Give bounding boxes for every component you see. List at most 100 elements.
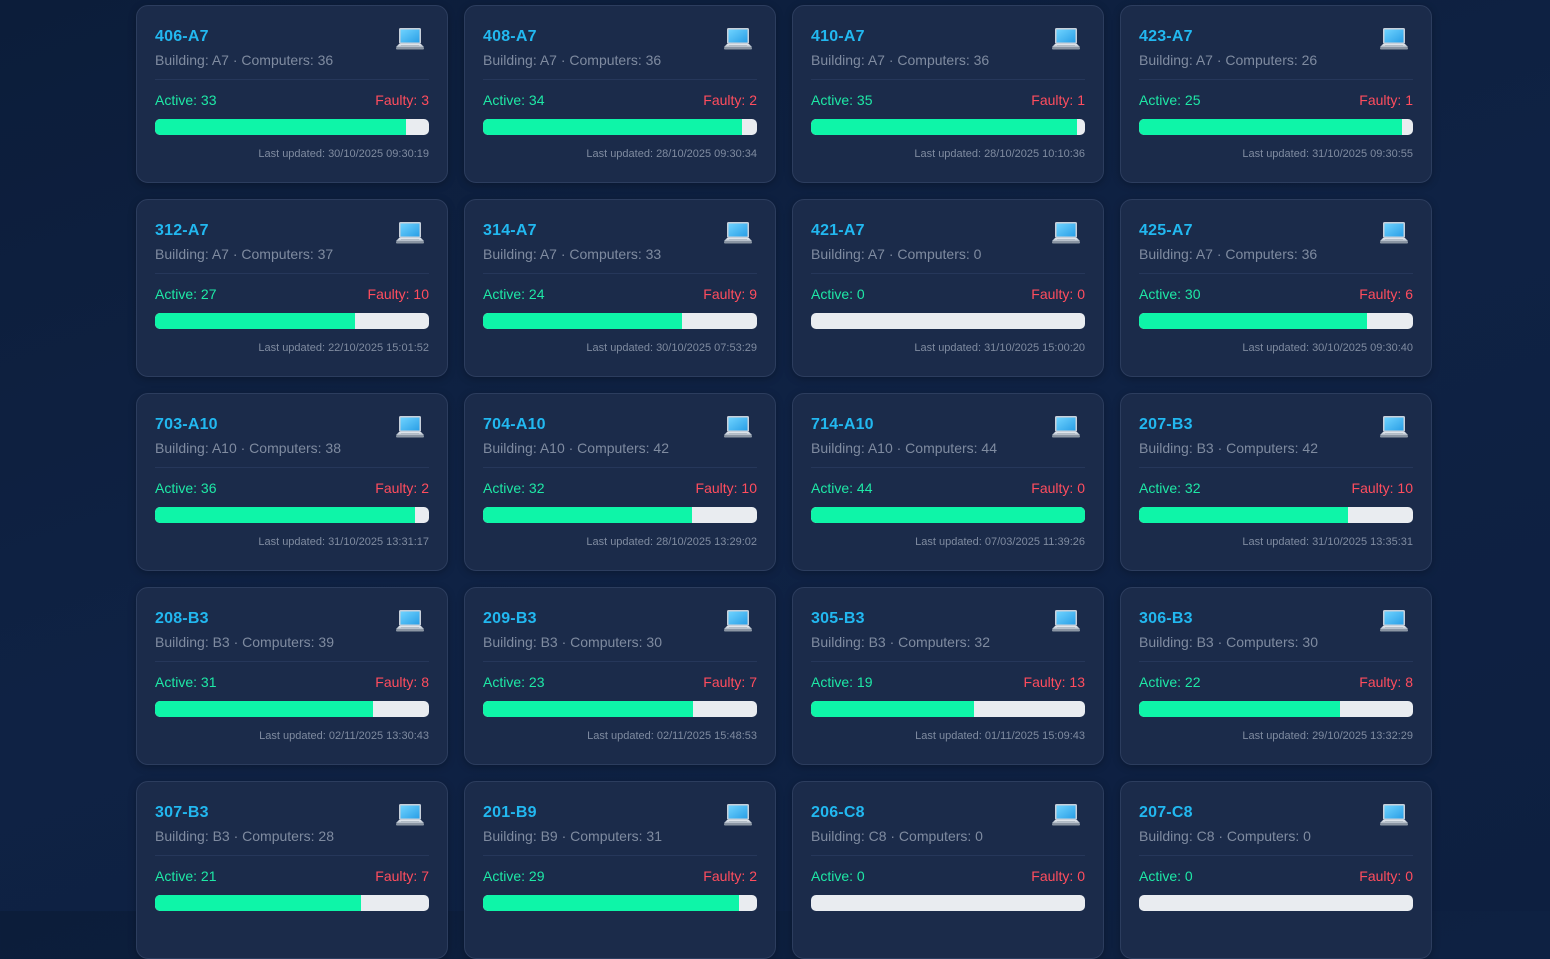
active-progress-fill <box>155 313 355 329</box>
active-progress-bar <box>1139 507 1413 523</box>
room-card-207-c8[interactable]: 207-C8 Building: C8 · Computers: 0 <box>1120 781 1432 959</box>
card-divider <box>155 273 429 274</box>
room-meta: Building: A7 · Computers: 0 <box>811 246 982 262</box>
laptop-icon <box>723 27 753 53</box>
room-card-201-b9[interactable]: 201-B9 Building: B9 · Computers: 31 <box>464 781 776 959</box>
active-progress-bar <box>155 313 429 329</box>
room-card-423-a7[interactable]: 423-A7 Building: A7 · Computers: 26 <box>1120 5 1432 183</box>
room-card-703-a10[interactable]: 703-A10 Building: A10 · Computers: 38 <box>136 393 448 571</box>
faulty-count: Faulty: 2 <box>703 868 757 884</box>
faulty-count: Faulty: 2 <box>703 92 757 108</box>
card-divider <box>483 661 757 662</box>
last-updated: Last updated: 22/10/2025 15:01:52 <box>258 342 429 354</box>
active-progress-fill <box>483 701 694 717</box>
card-divider <box>483 79 757 80</box>
last-updated: Last updated: 07/03/2025 11:39:26 <box>915 536 1085 548</box>
active-count: Active: 36 <box>155 480 217 496</box>
last-updated: Last updated: 31/10/2025 13:35:31 <box>1242 536 1413 548</box>
room-meta: Building: B3 · Computers: 28 <box>155 828 334 844</box>
active-progress-bar <box>811 313 1085 329</box>
active-progress-fill <box>155 701 373 717</box>
room-card-306-b3[interactable]: 306-B3 Building: B3 · Computers: 30 <box>1120 587 1432 765</box>
faulty-count: Faulty: 7 <box>703 674 757 690</box>
card-divider <box>483 273 757 274</box>
room-card-421-a7[interactable]: 421-A7 Building: A7 · Computers: 0 <box>792 199 1104 377</box>
room-meta: Building: A10 · Computers: 38 <box>155 440 341 456</box>
active-count: Active: 0 <box>1139 868 1193 884</box>
laptop-icon <box>723 415 753 441</box>
laptop-icon <box>723 609 753 635</box>
room-meta: Building: A7 · Computers: 36 <box>1139 246 1318 262</box>
active-progress-bar <box>811 701 1085 717</box>
room-name: 307-B3 <box>155 804 209 821</box>
card-divider <box>811 661 1085 662</box>
faulty-count: Faulty: 9 <box>703 286 757 302</box>
laptop-icon <box>395 27 425 53</box>
room-card-209-b3[interactable]: 209-B3 Building: B3 · Computers: 30 <box>464 587 776 765</box>
faulty-count: Faulty: 1 <box>1031 92 1085 108</box>
card-divider <box>1139 79 1413 80</box>
active-progress-bar <box>483 507 757 523</box>
active-progress-fill <box>1139 507 1348 523</box>
room-card-206-c8[interactable]: 206-C8 Building: C8 · Computers: 0 <box>792 781 1104 959</box>
room-meta: Building: A7 · Computers: 36 <box>155 52 334 68</box>
card-divider <box>1139 467 1413 468</box>
room-name: 208-B3 <box>155 610 209 627</box>
card-divider <box>811 79 1085 80</box>
active-progress-bar <box>1139 313 1413 329</box>
card-divider <box>811 855 1085 856</box>
room-card-307-b3[interactable]: 307-B3 Building: B3 · Computers: 28 <box>136 781 448 959</box>
active-count: Active: 24 <box>483 286 545 302</box>
room-meta: Building: B9 · Computers: 31 <box>483 828 662 844</box>
room-name: 410-A7 <box>811 28 865 45</box>
room-meta: Building: B3 · Computers: 30 <box>483 634 662 650</box>
room-card-208-b3[interactable]: 208-B3 Building: B3 · Computers: 39 <box>136 587 448 765</box>
room-card-704-a10[interactable]: 704-A10 Building: A10 · Computers: 42 <box>464 393 776 571</box>
faulty-count: Faulty: 10 <box>695 480 757 496</box>
room-meta: Building: A7 · Computers: 36 <box>483 52 662 68</box>
room-card-408-a7[interactable]: 408-A7 Building: A7 · Computers: 36 <box>464 5 776 183</box>
room-card-207-b3[interactable]: 207-B3 Building: B3 · Computers: 42 <box>1120 393 1432 571</box>
room-name: 306-B3 <box>1139 610 1193 627</box>
room-name: 207-B3 <box>1139 416 1193 433</box>
card-divider <box>483 855 757 856</box>
room-card-305-b3[interactable]: 305-B3 Building: B3 · Computers: 32 <box>792 587 1104 765</box>
room-card-425-a7[interactable]: 425-A7 Building: A7 · Computers: 36 <box>1120 199 1432 377</box>
active-progress-fill <box>483 895 740 911</box>
card-divider <box>1139 855 1413 856</box>
laptop-icon <box>1051 609 1081 635</box>
room-meta: Building: C8 · Computers: 0 <box>811 828 983 844</box>
room-name: 703-A10 <box>155 416 218 433</box>
active-progress-bar <box>811 895 1085 911</box>
active-progress-bar <box>483 701 757 717</box>
active-count: Active: 29 <box>483 868 545 884</box>
room-card-312-a7[interactable]: 312-A7 Building: A7 · Computers: 37 <box>136 199 448 377</box>
room-card-406-a7[interactable]: 406-A7 Building: A7 · Computers: 36 <box>136 5 448 183</box>
faulty-count: Faulty: 1 <box>1359 92 1413 108</box>
last-updated: Last updated: 29/10/2025 13:32:29 <box>1242 730 1413 742</box>
laptop-icon <box>395 803 425 829</box>
faulty-count: Faulty: 6 <box>1359 286 1413 302</box>
active-progress-fill <box>1139 313 1368 329</box>
last-updated: Last updated: 31/10/2025 15:00:20 <box>914 342 1085 354</box>
room-name: 408-A7 <box>483 28 537 45</box>
room-card-714-a10[interactable]: 714-A10 Building: A10 · Computers: 44 <box>792 393 1104 571</box>
room-card-314-a7[interactable]: 314-A7 Building: A7 · Computers: 33 <box>464 199 776 377</box>
faulty-count: Faulty: 10 <box>367 286 429 302</box>
active-progress-fill <box>155 895 361 911</box>
laptop-icon <box>1379 27 1409 53</box>
last-updated: Last updated: 28/10/2025 10:10:36 <box>914 148 1085 160</box>
active-progress-fill <box>155 119 407 135</box>
card-divider <box>155 661 429 662</box>
last-updated: Last updated: 31/10/2025 13:31:17 <box>258 536 429 548</box>
active-count: Active: 32 <box>1139 480 1201 496</box>
active-count: Active: 22 <box>1139 674 1201 690</box>
room-name: 714-A10 <box>811 416 874 433</box>
card-divider <box>155 79 429 80</box>
active-count: Active: 0 <box>811 868 865 884</box>
room-meta: Building: A10 · Computers: 44 <box>811 440 997 456</box>
last-updated: Last updated: 30/10/2025 09:30:19 <box>258 148 429 160</box>
active-count: Active: 23 <box>483 674 545 690</box>
laptop-icon <box>1379 609 1409 635</box>
room-card-410-a7[interactable]: 410-A7 Building: A7 · Computers: 36 <box>792 5 1104 183</box>
